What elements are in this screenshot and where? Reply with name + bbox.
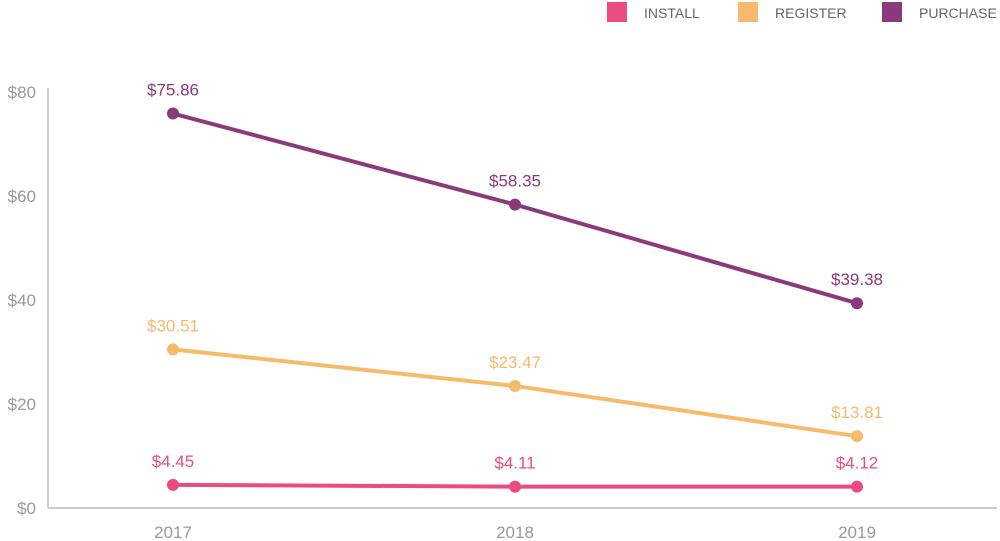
data-point <box>509 198 521 211</box>
data-point <box>167 478 179 491</box>
y-tick-label: $0 <box>17 499 36 518</box>
data-point <box>509 379 521 392</box>
legend-label: REGISTER <box>775 5 847 21</box>
data-label: $4.11 <box>494 454 535 473</box>
data-label: $4.45 <box>152 452 195 471</box>
data-point <box>851 297 863 310</box>
data-point <box>851 430 863 443</box>
data-point <box>167 107 179 120</box>
data-label: $23.47 <box>489 353 541 372</box>
data-label: $13.81 <box>831 403 883 422</box>
data-point <box>509 480 521 493</box>
y-tick-label: $80 <box>8 83 36 102</box>
data-label: $75.86 <box>147 81 199 100</box>
data-label: $30.51 <box>147 316 199 335</box>
data-point <box>851 480 863 493</box>
legend-swatch-purchase <box>882 2 902 22</box>
legend-label: PURCHASE <box>919 5 997 21</box>
x-tick-label: 2019 <box>838 523 876 541</box>
y-tick-label: $20 <box>8 395 36 414</box>
data-label: $4.12 <box>836 454 879 473</box>
legend-label: INSTALL <box>644 5 700 21</box>
data-point <box>167 343 179 356</box>
legend-swatch-install <box>607 2 627 22</box>
x-tick-label: 2018 <box>496 523 534 541</box>
y-tick-label: $40 <box>8 291 36 310</box>
legend-swatch-register <box>738 2 758 22</box>
x-tick-label: 2017 <box>154 523 192 541</box>
data-label: $58.35 <box>489 172 541 191</box>
data-label: $39.38 <box>831 270 883 289</box>
y-tick-label: $60 <box>8 187 36 206</box>
